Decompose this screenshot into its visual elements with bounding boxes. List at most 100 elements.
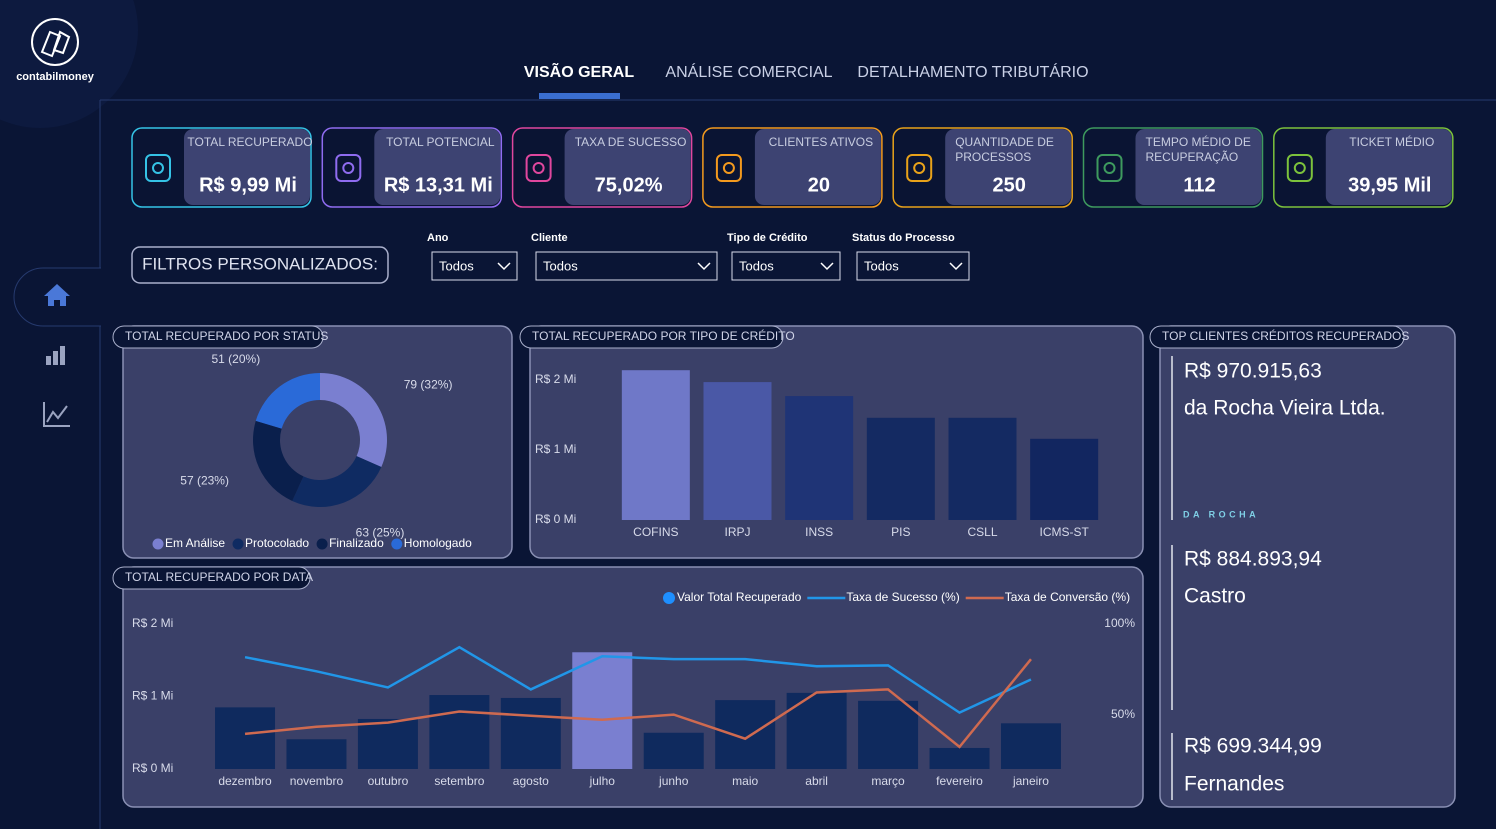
kpi-value: 39,95 Mil — [1348, 174, 1431, 196]
kpi-value: 75,02% — [595, 174, 663, 196]
kpi-icon — [1096, 154, 1123, 182]
kpi-value: R$ 9,99 Mi — [199, 174, 297, 196]
x-tick-label: abril — [805, 774, 828, 788]
filter-label: Cliente — [531, 232, 568, 244]
kpi-value-panel — [754, 129, 881, 205]
kpi-icon-dot — [722, 162, 735, 174]
kpi-icon — [525, 154, 552, 182]
data-label: 51 (20%) — [212, 352, 261, 366]
donut-slice — [255, 373, 320, 429]
x-tick-label: novembro — [290, 774, 344, 788]
bar — [858, 700, 919, 769]
client-name: da Rocha Vieira Ltda. — [1184, 397, 1386, 420]
kpi-value-panel — [945, 129, 1072, 205]
kpi-value: 112 — [1183, 174, 1215, 196]
bar — [929, 747, 990, 769]
bar — [215, 707, 276, 769]
bar — [357, 718, 418, 769]
kpi-label: TOTAL POTENCIAL — [386, 135, 495, 149]
bar — [500, 697, 561, 769]
kpi-icon-dot — [913, 162, 926, 174]
kpi-label: TOTAL RECUPERADO — [187, 135, 312, 149]
kpi-icon-dot — [152, 162, 164, 174]
nav-tab[interactable]: VISÃO GERAL — [524, 61, 634, 81]
y2-tick-label: 100% — [1104, 616, 1135, 630]
line-chart-nav-icon[interactable] — [43, 402, 70, 427]
x-tick-label: julho — [589, 774, 616, 788]
filter-dropdown[interactable] — [535, 251, 718, 281]
kpi-icon — [145, 154, 171, 182]
filter-dropdown[interactable] — [731, 251, 841, 281]
kpi-icon-dot — [1103, 162, 1116, 174]
bar — [703, 382, 772, 520]
legend-swatch — [391, 538, 403, 550]
x-tick-label: CSLL — [967, 525, 997, 539]
filter-dropdown[interactable] — [856, 251, 970, 281]
x-tick-label: IRPJ — [724, 525, 750, 539]
bar — [948, 417, 1017, 520]
data-label: 57 (23%) — [180, 474, 229, 488]
y2-tick-label: 50% — [1111, 707, 1135, 721]
x-tick-label: junho — [658, 774, 689, 788]
kpi-value-panel — [564, 129, 691, 205]
y-tick-label: R$ 2 Mi — [132, 616, 173, 630]
bar — [643, 732, 704, 769]
filter-value: Todos — [543, 258, 578, 273]
client-amount: R$ 970.915,63 — [1184, 360, 1322, 383]
kpi-label: TEMPO MÉDIO DE — [1146, 134, 1251, 149]
home-icon[interactable] — [44, 284, 70, 306]
filter-value: Todos — [864, 258, 899, 273]
panel-title: TOTAL RECUPERADO POR STATUS — [125, 329, 328, 343]
kpi-icon — [715, 154, 742, 182]
filter-dropdown[interactable] — [431, 251, 518, 281]
data-label: 63 (25%) — [356, 526, 405, 540]
panel-title-tab — [519, 325, 784, 349]
active-tab-indicator — [539, 93, 620, 99]
kpi-value-panel — [1325, 129, 1452, 205]
logo-icon — [31, 18, 79, 66]
kpi-label: TICKET MÉDIO — [1349, 134, 1434, 149]
kpi-icon-dot — [342, 162, 355, 174]
y-tick-label: R$ 1 Mi — [535, 442, 576, 456]
dropdown-chevron[interactable] — [820, 262, 834, 271]
logo-text: DA ROCHA — [1183, 509, 1259, 519]
kpi-label: TAXA DE SUCESSO — [575, 135, 687, 149]
kpi-icon-dot — [532, 162, 545, 174]
nav-tab[interactable]: ANÁLISE COMERCIAL — [665, 62, 832, 81]
dropdown-chevron[interactable] — [497, 262, 511, 271]
nav-tab[interactable]: DETALHAMENTO TRIBUTÁRIO — [857, 62, 1088, 81]
kpi-value-panel — [374, 129, 501, 205]
kpi-label: RECUPERAÇÃO — [1146, 150, 1239, 164]
brand: contabilmoney — [16, 71, 95, 83]
legend-label: Taxa de Sucesso (%) — [846, 590, 959, 604]
bar — [621, 370, 690, 520]
client-amount: R$ 884.893,94 — [1184, 548, 1322, 571]
dropdown-chevron[interactable] — [949, 262, 963, 271]
x-tick-label: fevereiro — [936, 774, 983, 788]
panel-title: TOTAL RECUPERADO POR TIPO DE CRÉDITO — [532, 328, 795, 343]
y-tick-label: R$ 0 Mi — [535, 512, 576, 526]
bar — [1000, 723, 1061, 769]
panel — [122, 566, 1144, 808]
kpi-label: PROCESSOS — [955, 150, 1031, 164]
kpi-value: 20 — [808, 174, 830, 196]
dropdown-chevron[interactable] — [697, 262, 711, 271]
y-tick-label: R$ 1 Mi — [132, 689, 173, 703]
x-tick-label: ICMS-ST — [1039, 525, 1089, 539]
bar — [1030, 438, 1099, 520]
panel-title: TOP CLIENTES CRÉDITOS RECUPERADOS — [1162, 328, 1409, 343]
client-name: Castro — [1184, 585, 1246, 608]
bar-chart-nav-icon[interactable] — [46, 346, 65, 365]
x-tick-label: COFINS — [633, 525, 678, 539]
filters-box — [131, 246, 389, 284]
x-tick-label: janeiro — [1012, 774, 1049, 788]
y-tick-label: R$ 0 Mi — [132, 761, 173, 775]
filter-label: Status do Processo — [852, 232, 955, 244]
legend-swatch — [152, 538, 164, 550]
x-tick-label: agosto — [513, 774, 549, 788]
kpi-value-panel — [184, 129, 310, 205]
x-tick-label: maio — [732, 774, 758, 788]
donut-slice — [320, 373, 387, 467]
panel-title: TOTAL RECUPERADO POR DATA — [125, 570, 313, 584]
bar — [286, 739, 347, 769]
